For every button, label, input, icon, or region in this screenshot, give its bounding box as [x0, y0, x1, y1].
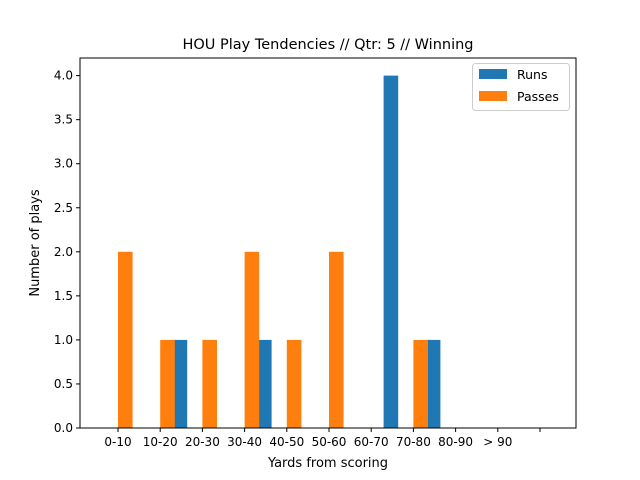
x-tick-label: 20-30 [185, 435, 220, 449]
y-tick-label: 0.5 [54, 377, 73, 391]
bar-passes-0 [118, 251, 133, 428]
x-tick-label: 0-10 [104, 435, 131, 449]
bar-passes-5 [329, 251, 344, 428]
bar-runs-1 [172, 339, 188, 428]
y-tick-label: 4.0 [54, 69, 73, 83]
bar-passes-1 [160, 339, 175, 428]
x-tick-label: 40-50 [269, 435, 304, 449]
bar-runs-6 [383, 75, 399, 429]
y-tick-label: 0.0 [54, 421, 73, 435]
x-tick-label: 80-90 [438, 435, 473, 449]
plot-area: 0.0 0.5 1.0 1.5 2.0 2.5 3.0 3.5 4.0 0-10 10-20 20-3… [54, 69, 541, 449]
legend-swatch-passes [479, 91, 507, 101]
x-tick-label: 30-40 [227, 435, 262, 449]
y-tick-label: 1.0 [54, 333, 73, 347]
x-tick-label: 10-20 [143, 435, 178, 449]
x-tick-label: 50-60 [312, 435, 347, 449]
y-tick-label: 2.5 [54, 201, 73, 215]
x-tick-label: > 90 [483, 435, 512, 449]
y-tick-label: 1.5 [54, 289, 73, 303]
bar-passes-7 [413, 339, 428, 428]
x-tick-label: 70-80 [396, 435, 431, 449]
bar-passes-3 [244, 251, 260, 428]
y-tick-label: 3.5 [54, 113, 73, 127]
bar-runs-3 [257, 339, 272, 428]
bar-runs-7 [425, 339, 441, 428]
plot-frame [79, 57, 577, 429]
y-tick-label: 2.0 [54, 245, 73, 259]
x-tick-label: 60-70 [354, 435, 389, 449]
x-axis-label: Yards from scoring [267, 456, 388, 471]
y-axis-label: Number of plays [28, 189, 43, 297]
chart-title: HOU Play Tendencies // Qtr: 5 // Winning [182, 37, 473, 53]
y-tick-label: 3.0 [54, 157, 73, 171]
legend-label-runs: Runs [517, 67, 547, 82]
legend-swatch-runs [479, 69, 507, 79]
legend: Runs Passes [472, 63, 570, 111]
bar-passes-2 [202, 339, 217, 428]
bar-passes-4 [286, 339, 302, 428]
legend-label-passes: Passes [517, 89, 559, 104]
